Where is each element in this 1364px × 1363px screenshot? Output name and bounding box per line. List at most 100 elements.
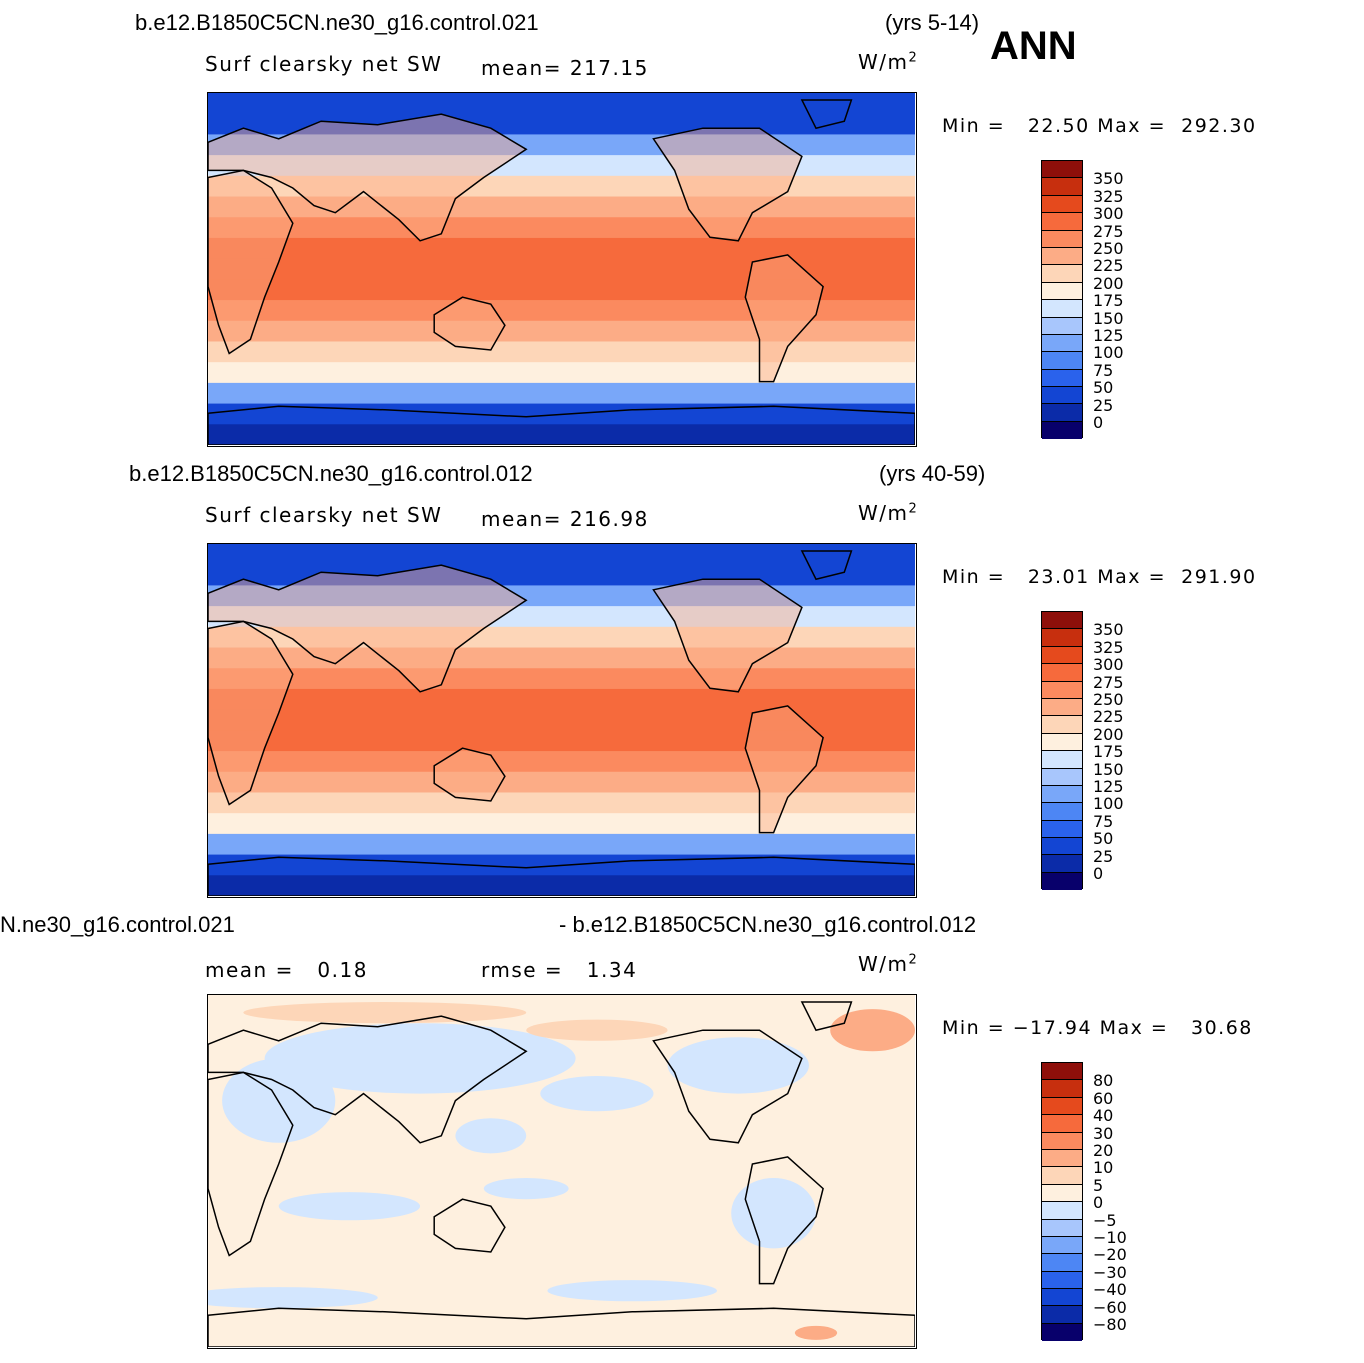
panel2-variable: Surf clearsky net SW — [205, 503, 443, 527]
zonal-band — [208, 93, 915, 115]
colorbar-tick-label: 125 — [1093, 326, 1124, 345]
panel2-colorbar — [1041, 611, 1083, 891]
colorbar-cell — [1042, 1149, 1082, 1168]
difference-region — [547, 1280, 717, 1302]
land-shading — [653, 579, 802, 692]
colorbar-tick-label: 250 — [1093, 239, 1124, 258]
colorbar-tick-label: −40 — [1093, 1280, 1127, 1300]
colorbar-cell — [1042, 820, 1082, 839]
colorbar-tick-label: 300 — [1093, 655, 1124, 675]
colorbar-cell — [1042, 1219, 1082, 1237]
difference-region — [731, 1178, 816, 1249]
colorbar-cell — [1042, 733, 1082, 752]
zonal-band — [208, 155, 915, 177]
coastline — [652, 578, 803, 693]
difference-region — [667, 1037, 809, 1094]
colorbar-tick-label: 250 — [1093, 690, 1124, 709]
colorbar-cell — [1042, 698, 1082, 717]
land-shading — [745, 254, 824, 382]
panel1-mean: mean= 217.15 — [481, 56, 649, 80]
difference-region — [208, 1287, 378, 1309]
colorbar-cell — [1042, 1306, 1082, 1324]
colorbar-cell — [1042, 1132, 1082, 1150]
colorbar-cell — [1042, 247, 1082, 266]
colorbar-tick-label: −30 — [1093, 1262, 1127, 1282]
colorbar-tick-label: 175 — [1093, 742, 1124, 762]
panel3-minmax: Min = −17.94 Max = 30.68 — [942, 1017, 1253, 1039]
colorbar-tick-label: 125 — [1093, 777, 1124, 796]
colorbar-cell — [1042, 1202, 1082, 1220]
coastline — [744, 254, 824, 383]
zonal-band — [208, 341, 915, 363]
colorbar-cell — [1042, 161, 1082, 179]
colorbar-tick-label: 350 — [1093, 169, 1124, 189]
colorbar-cell — [1042, 369, 1082, 388]
panel3-rmse: rmse = 1.34 — [481, 958, 638, 982]
colorbar-tick-label: 30 — [1093, 1123, 1114, 1143]
colorbar-cell — [1042, 1167, 1082, 1185]
difference-region — [243, 1002, 527, 1024]
zonal-band — [208, 709, 915, 731]
land-shading — [208, 170, 293, 354]
zonal-band — [208, 668, 915, 690]
coastline — [433, 296, 506, 351]
colorbar-cell — [1042, 716, 1082, 734]
colorbar-cell — [1042, 300, 1082, 318]
coastline — [208, 564, 528, 693]
colorbar-cell — [1042, 1115, 1082, 1133]
zonal-band — [208, 258, 915, 280]
zonal-band — [208, 362, 915, 384]
coastline — [208, 169, 294, 355]
coastline — [208, 113, 528, 242]
zonal-band — [208, 217, 915, 239]
zonal-band — [208, 564, 915, 587]
coastline — [208, 620, 294, 806]
panel3-case-right: - b.e12.B1850C5CN.ne30_g16.control.012 — [559, 912, 977, 937]
colorbar-tick-label: 50 — [1093, 378, 1114, 398]
colorbar-cell — [1042, 404, 1082, 422]
panel3-units: W/m2 — [858, 952, 919, 976]
colorbar-tick-label: 200 — [1093, 273, 1124, 293]
coastline — [800, 550, 853, 581]
zonal-band — [208, 730, 915, 752]
difference-region — [830, 1009, 915, 1052]
zonal-band — [208, 585, 915, 607]
colorbar-cell — [1042, 1097, 1082, 1116]
panel1-case-title: b.e12.B1850C5CN.ne30_g16.control.021 — [135, 10, 539, 35]
coastline — [433, 1198, 506, 1253]
colorbar-cell — [1042, 872, 1082, 891]
colorbar-cell — [1042, 1184, 1082, 1203]
land-shading — [745, 705, 824, 833]
land-shading — [208, 114, 527, 241]
colorbar-tick-label: 225 — [1093, 256, 1124, 276]
colorbar-cell — [1042, 317, 1082, 335]
panel1-colorbar — [1041, 160, 1083, 440]
zonal-band — [208, 606, 915, 628]
colorbar-cell — [1042, 1323, 1082, 1342]
colorbar-cell — [1042, 265, 1082, 283]
colorbar-tick-label: 25 — [1093, 395, 1114, 415]
panel3-colorbar — [1041, 1062, 1083, 1342]
coastline — [208, 1071, 294, 1257]
colorbar-cell — [1042, 681, 1082, 699]
colorbar-tick-label: −20 — [1093, 1245, 1127, 1265]
colorbar-cell — [1042, 785, 1082, 804]
zonal-band — [208, 647, 915, 669]
colorbar-tick-label: 75 — [1093, 360, 1114, 380]
colorbar-cell — [1042, 803, 1082, 821]
colorbar-tick-label: −80 — [1093, 1315, 1127, 1334]
colorbar-cell — [1042, 1080, 1082, 1098]
difference-region — [483, 1178, 569, 1200]
panel2-units: W/m2 — [858, 501, 919, 525]
colorbar-tick-label: 10 — [1093, 1158, 1114, 1178]
panel1-years: (yrs 5-14) — [885, 10, 980, 35]
zonal-band — [208, 688, 915, 711]
colorbar-tick-label: 275 — [1093, 221, 1124, 241]
zonal-band — [208, 237, 915, 260]
colorbar-tick-label: 150 — [1093, 308, 1124, 328]
zonal-band — [208, 320, 915, 343]
zonal-band — [208, 134, 915, 156]
land-shading — [208, 621, 293, 805]
colorbar-tick-label: 50 — [1093, 829, 1114, 849]
panel2-years: (yrs 40-59) — [879, 461, 986, 486]
